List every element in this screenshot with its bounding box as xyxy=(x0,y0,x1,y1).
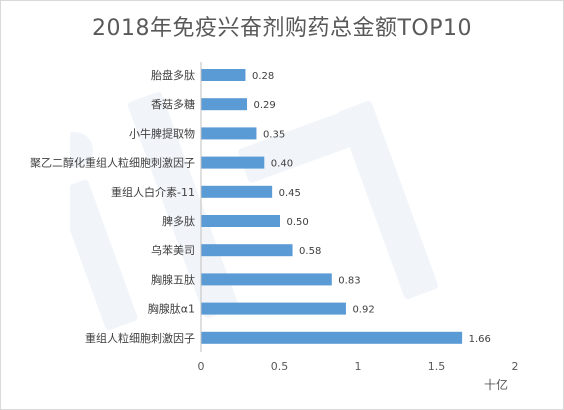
x-tick-label-3: 1.5 xyxy=(428,360,446,373)
bar-5 xyxy=(201,215,280,227)
value-label-4: 0.45 xyxy=(279,188,301,199)
category-label-6: 乌苯美司 xyxy=(151,243,195,257)
x-tick-label-0: 0 xyxy=(198,360,205,373)
category-label-8: 胸腺肽α1 xyxy=(148,302,195,316)
bar-2 xyxy=(201,127,257,140)
category-label-9: 重组人粒细胞刺激因子 xyxy=(85,331,195,345)
watermark-logo xyxy=(70,91,438,331)
value-label-9: 1.66 xyxy=(469,334,491,345)
category-label-7: 胸腺五肽 xyxy=(151,272,195,286)
chart-title: 2018年免疫兴奋剂购药总金额TOP10 xyxy=(91,16,472,41)
value-label-6: 0.58 xyxy=(299,246,321,257)
category-label-0: 胎盘多肽 xyxy=(151,68,195,82)
category-label-2: 小牛脾提取物 xyxy=(129,126,195,140)
bar-1 xyxy=(201,98,248,111)
x-tick-label-2: 1 xyxy=(355,360,362,373)
value-label-8: 0.92 xyxy=(352,305,374,316)
value-label-1: 0.29 xyxy=(254,100,276,111)
bar-8 xyxy=(201,302,346,315)
x-axis-unit-label: 十亿 xyxy=(484,378,509,392)
bar-0 xyxy=(201,69,246,81)
bar-3 xyxy=(201,156,265,169)
bar-7 xyxy=(201,273,332,286)
bar-6 xyxy=(201,244,293,257)
value-label-0: 0.28 xyxy=(252,71,274,82)
x-tick-label-1: 0.5 xyxy=(271,360,289,373)
value-label-2: 0.35 xyxy=(263,129,285,140)
category-label-3: 聚乙二醇化重组人粒细胞刺激因子 xyxy=(30,156,195,170)
value-label-5: 0.50 xyxy=(287,217,309,228)
bar-9 xyxy=(201,331,463,344)
bar-4 xyxy=(201,185,273,198)
x-tick-label-4: 2 xyxy=(512,360,519,373)
category-label-5: 脾多肽 xyxy=(162,214,195,228)
category-label-1: 香菇多糖 xyxy=(151,97,195,111)
value-label-3: 0.40 xyxy=(271,159,293,170)
category-label-4: 重组人白介素-11 xyxy=(111,185,195,199)
value-label-7: 0.83 xyxy=(338,275,360,286)
